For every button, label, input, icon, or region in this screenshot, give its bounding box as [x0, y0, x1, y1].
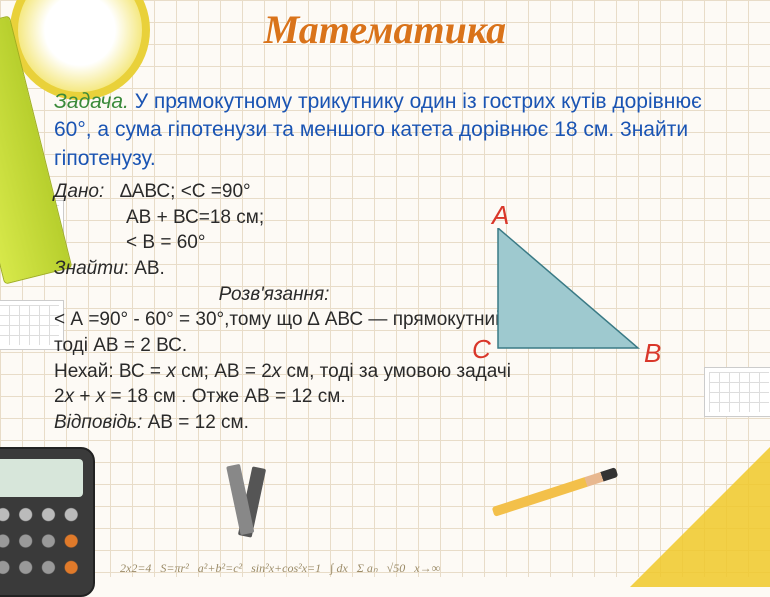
set-square-icon [630, 437, 770, 587]
sol4b: + [74, 386, 96, 407]
problem-text: У прямокутному трикутнику один із гостри… [54, 90, 702, 170]
triangle-svg [468, 228, 668, 378]
sol4a: 2 [54, 386, 65, 407]
sol4x2: х [96, 386, 106, 407]
sol3x2: х [272, 361, 282, 382]
given-label: Дано: [54, 181, 104, 202]
given-line-2: АВ + ВС=18 см; [54, 205, 714, 231]
vertex-b-label: В [644, 338, 661, 369]
answer-line: Відповідь: АВ = 12 см. [54, 410, 714, 436]
given-line-1: ∆АВС; <С =90° [120, 181, 251, 202]
sol3b: см; АВ = 2 [176, 361, 272, 382]
solution-line-4: 2х + х = 18 см . Отже АВ = 12 см. [54, 384, 714, 410]
vertex-a-label: А [492, 200, 509, 231]
sol4c: = 18 см . Отже АВ = 12 см. [105, 386, 345, 407]
sol4x1: х [65, 386, 75, 407]
solution-heading: Розв'язання: [174, 282, 374, 308]
vertex-c-label: С [472, 334, 491, 365]
calculator-icon [0, 447, 95, 597]
answer-label: Відповідь: [54, 412, 142, 433]
page-title: Математика [0, 6, 770, 53]
sol3x1: х [166, 361, 176, 382]
sol3a: Нехай: ВС = [54, 361, 166, 382]
triangle-shape [498, 228, 638, 348]
problem-label: Задача. [54, 90, 129, 113]
problem-statement: Задача. У прямокутному трикутнику один і… [54, 88, 714, 173]
triangle-figure: А В С [468, 228, 668, 378]
find-value: : АВ. [124, 258, 165, 279]
answer-text: АВ = 12 см. [142, 412, 249, 433]
formula-strip: 2x2=4 S=πr² a²+b²=c² sin²x+cos²x=1 ∫ dx … [120, 562, 610, 575]
find-label: Знайти [54, 258, 124, 279]
